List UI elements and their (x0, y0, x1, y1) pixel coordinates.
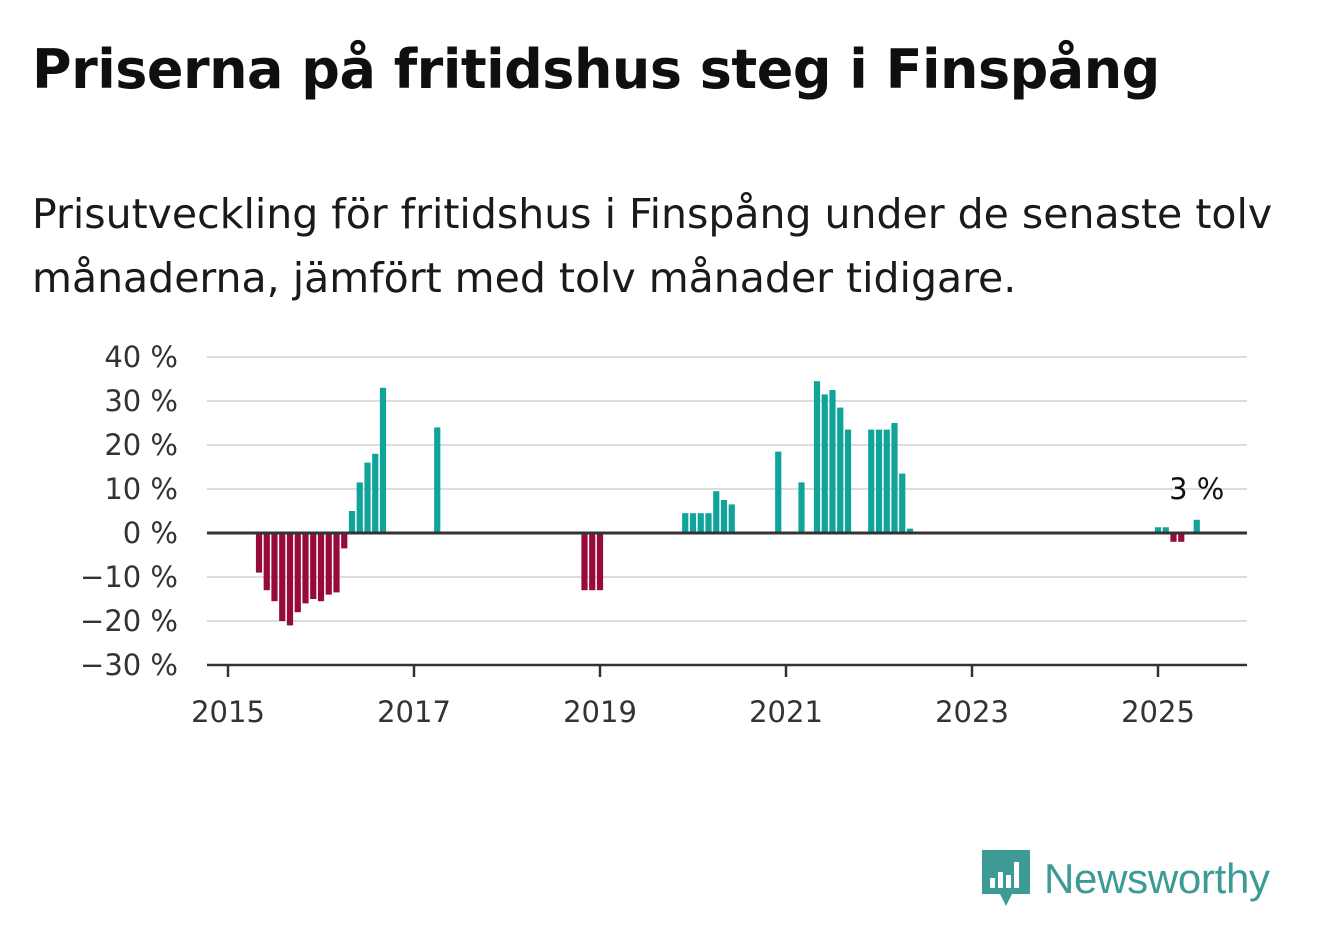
bar (310, 533, 317, 599)
bar (844, 429, 852, 533)
bar (263, 533, 270, 591)
brand-logo: Newsworthy (980, 848, 1270, 910)
chart-subtitle: Prisutveckling för fritidshus i Finspång… (32, 190, 1273, 302)
bar (883, 429, 890, 533)
bar (279, 533, 286, 621)
gridlines (207, 356, 1247, 622)
bar (1170, 533, 1177, 542)
bar (720, 500, 728, 533)
y-tick-label: −20 % (80, 604, 178, 638)
bar (868, 429, 875, 533)
bar (1154, 527, 1162, 533)
bar (728, 504, 735, 533)
y-tick-label: −30 % (80, 648, 178, 682)
bar (813, 381, 821, 533)
x-tick-label: 2019 (563, 695, 637, 729)
x-tick-label: 2015 (191, 695, 265, 729)
bar (1162, 527, 1169, 533)
bar (906, 528, 914, 533)
bar (333, 533, 340, 593)
bar (271, 533, 278, 602)
bar (713, 491, 720, 533)
y-tick-label: 20 % (104, 428, 178, 462)
bar (682, 513, 689, 533)
axes (207, 531, 1247, 677)
bar (596, 533, 604, 591)
y-tick-label: 40 % (104, 340, 178, 374)
bar (294, 533, 301, 613)
bar (364, 462, 371, 533)
y-tick-label: −10 % (80, 560, 178, 594)
bar (325, 533, 332, 595)
bar (899, 473, 906, 533)
bar (286, 533, 294, 626)
bars (255, 381, 1200, 626)
bar (356, 482, 363, 533)
bar (581, 533, 588, 591)
bar (705, 513, 712, 533)
bar (891, 423, 898, 533)
y-tick-label: 0 % (123, 516, 178, 550)
bar (875, 429, 883, 533)
bar (302, 533, 309, 604)
brand-name: Newsworthy (1044, 855, 1270, 902)
x-tick-label: 2023 (935, 695, 1009, 729)
tick-labels: 40 % 30 % 20 % 10 % 0 % −10 % −20 % −30 % 2015 20… (80, 340, 1224, 729)
bar (697, 513, 704, 533)
bar (589, 533, 596, 591)
bar (821, 394, 828, 533)
bar (372, 453, 379, 533)
bar (348, 511, 356, 533)
bar (379, 387, 387, 533)
newsworthy-logo-icon (982, 850, 1030, 906)
bar (341, 533, 348, 549)
x-tick-label: 2025 (1121, 695, 1195, 729)
bar (255, 533, 263, 573)
bar (1178, 533, 1185, 542)
y-tick-label: 30 % (104, 384, 178, 418)
y-tick-label: 10 % (104, 472, 178, 506)
chart-title: Priserna på fritidshus steg i Finspång (32, 38, 1160, 101)
bar (829, 390, 836, 533)
x-tick-label: 2017 (377, 695, 451, 729)
bar (775, 451, 782, 533)
bar (798, 482, 805, 533)
bar (689, 513, 697, 533)
value-annotation: 3 % (1169, 472, 1224, 506)
bar (1193, 519, 1200, 533)
bar (434, 427, 441, 533)
bar (837, 407, 844, 533)
bar (317, 533, 325, 602)
x-tick-label: 2021 (749, 695, 823, 729)
